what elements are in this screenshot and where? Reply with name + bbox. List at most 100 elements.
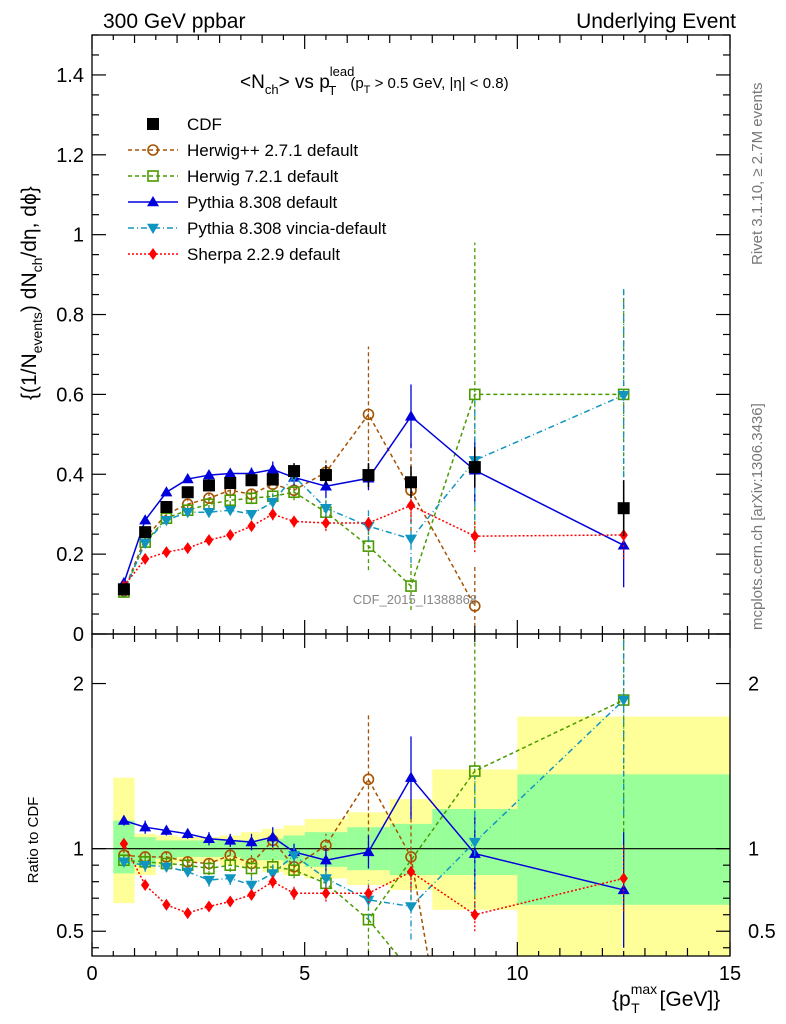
series-2-ratio-point-9 bbox=[319, 854, 332, 865]
ratio-y-tick-label-left-2: 2 bbox=[73, 674, 84, 696]
cdf-point-0 bbox=[117, 583, 130, 596]
series-4-ratio-point-0 bbox=[119, 837, 129, 850]
header-left: 300 GeV ppbar bbox=[103, 10, 245, 33]
series-3-point-9 bbox=[319, 504, 332, 515]
main-y-tick-label-4: 1 bbox=[73, 225, 84, 247]
series-4-ratio-line bbox=[123, 843, 624, 916]
main-y-tick-label-6: 1.4 bbox=[56, 65, 84, 87]
cdf-point-8 bbox=[288, 465, 301, 478]
cdf-point-1 bbox=[139, 526, 152, 539]
series-0-point-10 bbox=[362, 408, 375, 421]
cdf-point-5 bbox=[224, 477, 237, 490]
series-3-point-2 bbox=[160, 515, 173, 527]
legend-marker-4 bbox=[147, 223, 159, 234]
legend-marker-1 bbox=[147, 144, 159, 156]
series-4-point-4 bbox=[204, 534, 214, 547]
series-1-ratio-point-8 bbox=[288, 864, 300, 876]
series-2-point-5 bbox=[224, 467, 237, 478]
series-1-ratio-offscale-10 bbox=[367, 919, 399, 957]
series-1-point-5 bbox=[224, 494, 237, 507]
cdf-point-10 bbox=[362, 469, 375, 482]
analysis-watermark: CDF_2015_I1388868 bbox=[353, 592, 477, 607]
series-4-ratio-point-6 bbox=[247, 888, 256, 901]
series-3-point-5 bbox=[224, 506, 237, 517]
series-3-ratio-point-1 bbox=[139, 860, 152, 872]
series-2-point-4 bbox=[202, 469, 215, 480]
ratio-y-tick-label-left-0: 0.5 bbox=[56, 921, 84, 943]
series-2-point-13 bbox=[617, 539, 630, 550]
series-2-ratio-point-7 bbox=[266, 831, 279, 842]
main-y-tick-label-0: 0.2 bbox=[56, 544, 84, 566]
series-3-ratio-point-8 bbox=[288, 851, 301, 862]
main-y-tick-label-zero: 0 bbox=[73, 624, 84, 646]
series-3-ratio-point-7 bbox=[266, 869, 279, 880]
series-3-ratio-point-0 bbox=[117, 857, 130, 868]
legend-label-1: Herwig++ 2.7.1 default bbox=[187, 141, 358, 160]
series-2-point-3 bbox=[181, 473, 194, 484]
legend-marker-2 bbox=[147, 170, 159, 182]
series-2-ratio-point-2 bbox=[160, 824, 173, 835]
legend-marker-0 bbox=[147, 118, 159, 130]
legend-label-3: Pythia 8.308 default bbox=[187, 193, 338, 212]
series-3-point-13 bbox=[617, 390, 630, 402]
series-3-ratio-point-2 bbox=[160, 862, 173, 873]
ratio-plot-series bbox=[117, 634, 630, 957]
cdf-point-7 bbox=[266, 473, 279, 486]
series-4-point-3 bbox=[183, 542, 192, 555]
series-1-point-12 bbox=[468, 388, 481, 401]
series-4-point-6 bbox=[247, 520, 256, 533]
series-3-point-4 bbox=[202, 508, 215, 519]
series-4-ratio-point-9 bbox=[321, 887, 331, 900]
series-2-ratio-point-0 bbox=[117, 814, 130, 825]
series-3-point-11 bbox=[405, 534, 417, 545]
series-4-ratio-point-8 bbox=[289, 887, 299, 900]
series-2-ratio-point-5 bbox=[224, 834, 237, 845]
x-tick-label-2: 10 bbox=[506, 963, 528, 985]
series-4-point-9 bbox=[321, 516, 331, 529]
series-3-ratio-point-3 bbox=[181, 867, 194, 878]
cdf-point-6 bbox=[245, 474, 258, 487]
main-plot-series bbox=[117, 242, 630, 634]
series-3-ratio-point-11 bbox=[405, 902, 417, 913]
legend-marker-5 bbox=[148, 248, 158, 260]
series-4-point-2 bbox=[162, 546, 171, 559]
y-axis-label: {(1/Nevents) dNch/dη, dϕ} bbox=[18, 186, 45, 400]
series-2-point-1 bbox=[139, 514, 152, 525]
series-2-point-11 bbox=[405, 410, 417, 421]
series-4-ratio-point-3 bbox=[183, 907, 192, 920]
series-4-point-5 bbox=[226, 528, 235, 541]
main-y-tick-label-5: 1.2 bbox=[56, 145, 84, 167]
series-4-ratio-point-4 bbox=[204, 900, 214, 913]
legend: CDF Herwig++ 2.7.1 default Herwig 7.2.1 de… bbox=[128, 115, 387, 264]
series-2-ratio-point-1 bbox=[139, 821, 152, 832]
series-1-line bbox=[123, 393, 624, 593]
series-2-line bbox=[123, 415, 625, 584]
series-1-point-8 bbox=[288, 486, 300, 499]
x-tick-label-1: 5 bbox=[299, 963, 310, 985]
cdf-point-12 bbox=[468, 461, 481, 474]
series-4-ratio-point-2 bbox=[162, 898, 171, 911]
ratio-y-tick-label-right-0: 0.5 bbox=[748, 921, 776, 943]
series-4-point-12 bbox=[470, 530, 479, 543]
series-4-ratio-point-13 bbox=[619, 872, 628, 885]
series-0-point-4 bbox=[203, 492, 215, 505]
series-4-ratio-point-7 bbox=[268, 875, 277, 888]
x-tick-label-3: 15 bbox=[719, 963, 741, 985]
series-2-ratio-point-13 bbox=[617, 883, 630, 895]
cdf-point-9 bbox=[319, 469, 332, 482]
series-4-point-10 bbox=[364, 516, 373, 529]
main-y-tick-label-3: 0.8 bbox=[56, 305, 84, 327]
series-4-ratio-point-5 bbox=[226, 895, 235, 908]
series-0-ratio-line bbox=[123, 777, 412, 868]
series-3-ratio-line bbox=[123, 699, 625, 908]
series-0-ratio-point-11 bbox=[405, 851, 417, 863]
main-y-tick-label-2: 0.6 bbox=[56, 384, 84, 406]
series-4-point-7 bbox=[268, 508, 277, 521]
series-4-point-8 bbox=[289, 515, 299, 528]
axes: 0 5 10 150.20.40.60.811.21.400.5 0.51 12 2 bbox=[56, 34, 776, 985]
series-1-point-11 bbox=[405, 580, 417, 592]
legend-marker-3 bbox=[147, 196, 159, 207]
cdf-point-2 bbox=[160, 501, 173, 514]
legend-label-0: CDF bbox=[187, 115, 222, 134]
